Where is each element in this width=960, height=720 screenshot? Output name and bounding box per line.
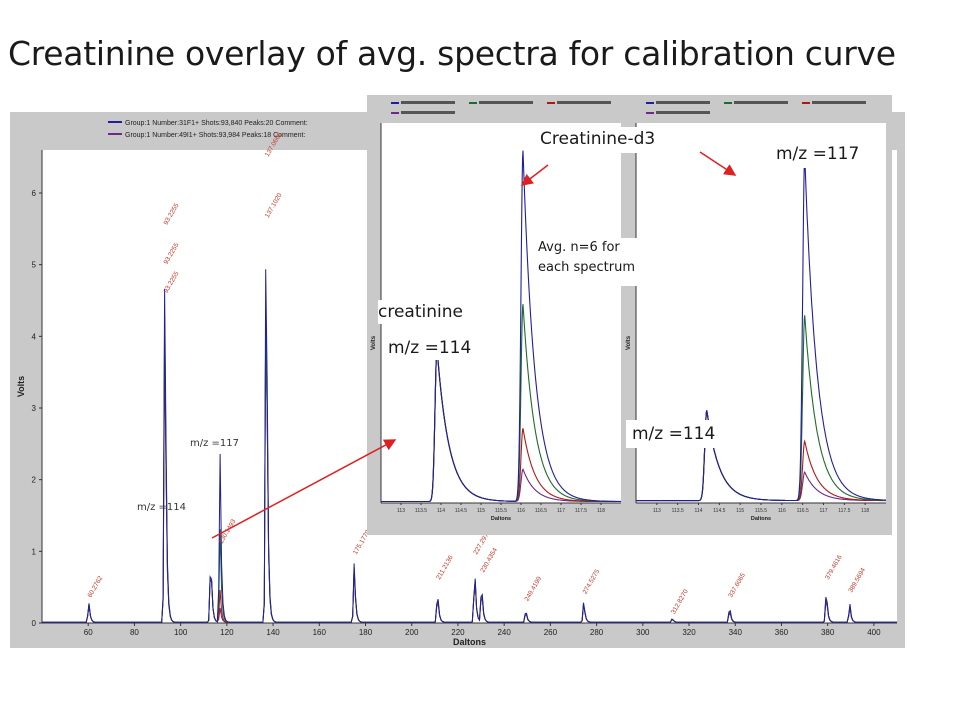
inset-x-tick-label: 116.5 (797, 508, 809, 514)
inset-x-tick-label: 113 (397, 508, 405, 514)
inset-legend-text-mark (401, 111, 455, 114)
main-x-tick-label: 120 (220, 628, 234, 637)
main-x-tick-label: 400 (867, 628, 881, 637)
main-legend-entry: Group:1 Number:49I1+ Shots:93,984 Peaks:… (125, 132, 305, 139)
inset-x-tick-label: 114.5 (455, 508, 467, 514)
main-x-tick-label: 300 (636, 628, 650, 637)
inset-x-tick-label: 116.5 (535, 508, 547, 514)
inset-x-tick-label: 117.5 (838, 508, 850, 514)
main-y-tick-label: 2 (32, 476, 37, 485)
main-y-axis-label: Volts (16, 376, 26, 397)
inset-x-tick-label: 116 (778, 508, 786, 514)
main-y-tick-label: 5 (32, 261, 37, 270)
main-x-tick-label: 180 (359, 628, 373, 637)
inset-x-tick-label: 114 (695, 508, 703, 514)
inset-legend-text-mark (401, 101, 455, 104)
inset-x-tick-label: 113.5 (672, 508, 684, 514)
inset-x-tick-label: 115.5 (495, 508, 507, 514)
main-x-tick-label: 60 (84, 628, 93, 637)
callout-mz117-right: m/z =117 (770, 140, 866, 168)
callout-mz114-main: m/z =114 (137, 502, 187, 513)
main-x-tick-label: 100 (174, 628, 188, 637)
callout-avg-line1: Avg. n=6 for (538, 240, 620, 255)
inset-x-tick-label: 115 (477, 508, 485, 514)
inset-legend-text-mark (557, 101, 611, 104)
inset-x-tick-label: 117.5 (575, 508, 587, 514)
inset-series-line-blue (636, 156, 886, 502)
inset-legend-text-mark (734, 101, 788, 104)
inset-x-axis-label: Daltons (751, 516, 771, 522)
main-x-tick-label: 360 (775, 628, 789, 637)
inset-x-axis-label: Daltons (491, 516, 511, 522)
main-series-line-blue (42, 269, 897, 623)
main-legend-entry: Group:1 Number:31F1+ Shots:93,840 Peaks:… (125, 120, 308, 127)
callout-mz117-main: m/z =117 (190, 438, 240, 449)
main-x-tick-label: 280 (590, 628, 604, 637)
main-x-tick-label: 80 (130, 628, 139, 637)
main-y-tick-label: 1 (32, 547, 37, 556)
inset-y-axis-label: Volts (371, 335, 377, 350)
main-x-tick-label: 260 (544, 628, 558, 637)
main-x-tick-label: 200 (405, 628, 419, 637)
main-x-axis-label: Daltons (453, 637, 486, 647)
main-y-tick-label: 3 (32, 404, 37, 413)
inset-x-tick-label: 116 (517, 508, 525, 514)
inset-x-tick-label: 113 (653, 508, 661, 514)
main-y-tick-label: 4 (32, 332, 37, 341)
main-x-tick-label: 220 (451, 628, 465, 637)
main-x-tick-label: 340 (729, 628, 743, 637)
inset-x-tick-label: 114.5 (713, 508, 725, 514)
inset-legend-text-mark (479, 101, 533, 104)
inset-x-tick-label: 115.5 (755, 508, 767, 514)
inset-x-tick-label: 113.5 (415, 508, 427, 514)
callout-mz114-right: m/z =114 (626, 420, 722, 448)
main-x-tick-label: 380 (821, 628, 835, 637)
inset-x-tick-label: 118 (861, 508, 869, 514)
callout-avg-line2: each spectrum (538, 260, 635, 275)
callout-avg: Avg. n=6 for each spectrum (532, 238, 643, 286)
main-y-tick-label: 6 (32, 189, 37, 198)
inset-legend-text-mark (812, 101, 866, 104)
slide-title: Creatinine overlay of avg. spectra for c… (8, 34, 896, 73)
main-x-tick-label: 320 (682, 628, 696, 637)
main-x-tick-label: 160 (313, 628, 327, 637)
inset-x-tick-label: 117 (557, 508, 565, 514)
inset-y-axis-label: Volts (626, 335, 632, 350)
inset-x-tick-label: 118 (597, 508, 605, 514)
inset-x-tick-label: 117 (820, 508, 828, 514)
main-x-tick-label: 140 (266, 628, 280, 637)
inset-chart-right: 113 113.5 114 114.5 115 115.5 116 116.5 117 117.5… (626, 101, 886, 522)
callout-creatinine-d3: Creatinine-d3 (530, 127, 664, 153)
callout-creatinine: creatinine (378, 300, 469, 324)
main-x-tick-label: 240 (497, 628, 511, 637)
inset-legend-text-mark (656, 101, 710, 104)
inset-series-line-blue (381, 150, 621, 503)
inset-legend-text-mark (656, 111, 710, 114)
inset-chart-right-frame: 113 113.5 114 114.5 115 115.5 116 116.5 117 117.5… (624, 95, 892, 535)
inset-x-tick-label: 115 (736, 508, 744, 514)
callout-mz114-inset: m/z =114 (382, 336, 478, 360)
main-y-tick-label: 0 (32, 619, 37, 628)
inset-x-tick-label: 114 (437, 508, 445, 514)
